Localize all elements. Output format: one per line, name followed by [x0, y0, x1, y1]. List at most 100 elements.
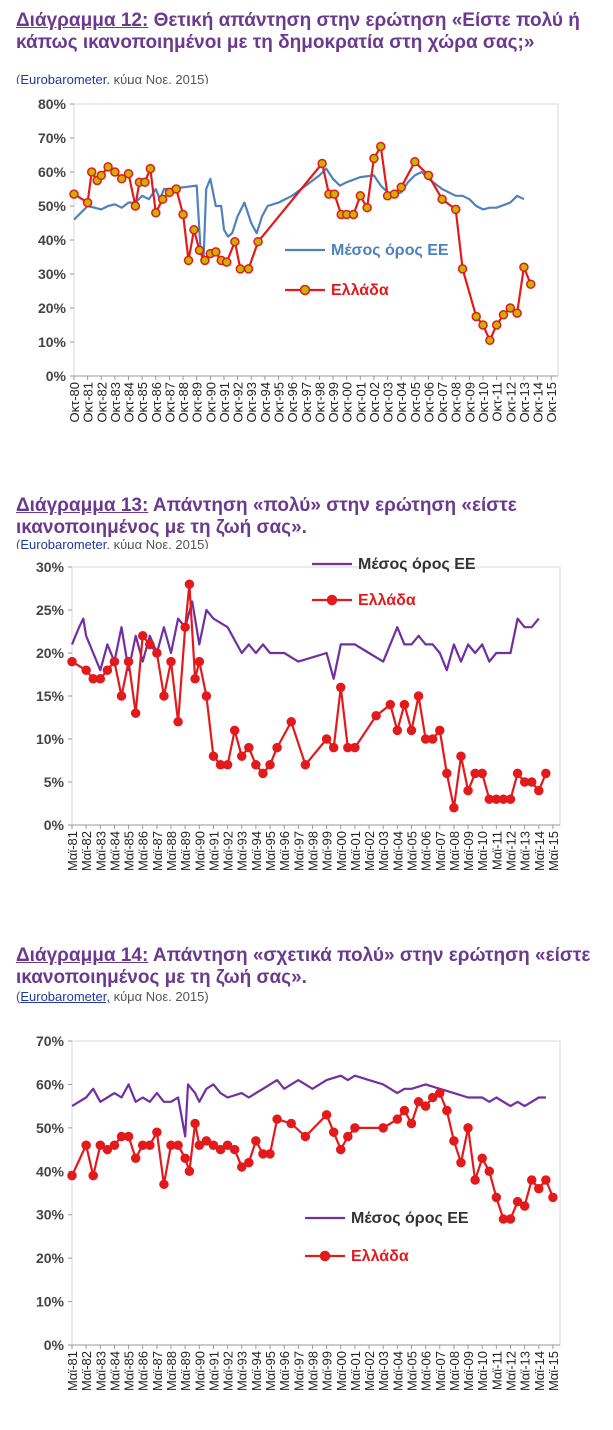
- x-tick-label: Μαϊ-05: [404, 831, 419, 871]
- data-point-greece: [151, 208, 161, 218]
- data-point-greece: [157, 194, 168, 204]
- data-point-greece: [470, 1175, 480, 1185]
- data-point-greece: [437, 194, 447, 204]
- data-point-greece: [230, 236, 240, 247]
- chart-13-block: Διάγραμμα 13: Απάντηση «πολύ» στην ερώτη…: [0, 495, 613, 900]
- data-point-greece: [350, 742, 360, 753]
- chart-13-title: Διάγραμμα 13: Απάντηση «πολύ» στην ερώτη…: [16, 495, 606, 539]
- x-tick-label: Οκτ-85: [135, 382, 150, 423]
- y-tick-label: 20%: [38, 300, 67, 316]
- data-point-greece: [95, 674, 106, 684]
- data-point-greece: [396, 182, 406, 193]
- y-tick-label: 0%: [44, 1337, 65, 1353]
- x-tick-label: Μαϊ-84: [107, 1351, 122, 1391]
- data-point-greece: [456, 751, 466, 761]
- chart-13-label: Διάγραμμα 13:: [16, 495, 149, 516]
- data-point-greece: [95, 1140, 106, 1150]
- x-tick-label: Μαϊ-06: [419, 1351, 434, 1391]
- data-point-greece: [399, 1105, 410, 1116]
- x-tick-label: Οκτ-11: [490, 382, 505, 422]
- data-point-greece: [350, 1123, 360, 1133]
- data-point-greece: [512, 308, 522, 318]
- x-tick-label: Μαϊ-83: [93, 831, 108, 871]
- chart-12-source-link[interactable]: Eurobarometer,: [20, 72, 110, 84]
- x-tick-label: Οκτ-89: [190, 382, 205, 423]
- data-point-greece: [123, 168, 134, 179]
- data-point-greece: [171, 184, 182, 194]
- data-point-greece: [449, 803, 459, 813]
- x-tick-label: Μαϊ-95: [263, 1351, 278, 1391]
- x-tick-label: Οκτ-02: [367, 382, 382, 423]
- chart-14-label: Διάγραμμα 14:: [16, 945, 149, 966]
- data-point-greece: [378, 1123, 388, 1133]
- data-point-greece: [208, 1140, 219, 1150]
- y-tick-label: 70%: [38, 130, 67, 146]
- data-point-greece: [343, 1131, 353, 1142]
- x-tick-label: Μαϊ-08: [447, 1351, 462, 1391]
- x-tick-label: Οκτ-92: [231, 382, 246, 423]
- chart-13-plot: 0%5%10%15%20%25%30%Μαϊ-81 Μαϊ-82 Μαϊ-83 Μαϊ…: [36, 556, 561, 871]
- x-tick-label: Μαϊ-86: [136, 831, 151, 871]
- data-point-greece: [541, 1175, 551, 1185]
- x-tick-label: Μαϊ-94: [249, 831, 264, 871]
- chart-12-title-text: Θετική απάντηση στην ερώτηση «Είστε πολύ…: [16, 10, 580, 53]
- data-point-greece: [427, 734, 438, 744]
- y-tick-label: 50%: [36, 1120, 65, 1136]
- data-point-greece: [67, 1170, 77, 1181]
- x-tick-label: Οκτ-06: [421, 382, 436, 423]
- data-point-greece: [201, 1136, 212, 1146]
- chart-14-source-link[interactable]: Eurobarometer,: [20, 989, 110, 1004]
- chart-14-block: Διάγραμμα 14: Απάντηση «σχετικά πολύ» στ…: [0, 945, 613, 1430]
- chart-13-source-link[interactable]: Eurobarometer,: [20, 537, 110, 549]
- data-point-greece: [235, 264, 246, 274]
- data-point-greece: [435, 1088, 445, 1098]
- data-point-greece: [449, 1136, 459, 1146]
- data-point-greece: [477, 768, 487, 779]
- y-tick-label: 40%: [38, 232, 67, 248]
- data-point-greece: [491, 320, 502, 330]
- data-point-greece: [541, 768, 551, 779]
- data-point-greece: [519, 1201, 530, 1211]
- data-point-greece: [194, 245, 205, 255]
- x-tick-label: Οκτ-83: [108, 382, 123, 423]
- chart-12-plot: 0%10%20%30%40%50%60%70%80%Οκτ-80Οκτ-81Οκ…: [38, 96, 559, 423]
- data-point-greece: [130, 201, 141, 211]
- x-tick-label: Οκτ-82: [94, 382, 109, 423]
- chart-12-block: Διάγραμμα 12: Θετική απάντηση στην ερώτη…: [0, 0, 613, 470]
- data-point-greece: [355, 191, 366, 201]
- legend-marker: [299, 284, 311, 296]
- data-point-greece: [173, 1140, 183, 1150]
- legend-marker: [319, 1250, 331, 1262]
- data-point-greece: [457, 264, 468, 274]
- data-point-greece: [236, 751, 247, 761]
- chart-12-source-text: κύμα Νοε. 2015): [109, 72, 209, 84]
- data-point-greece: [463, 1123, 473, 1133]
- x-tick-label: Μαϊ-88: [164, 831, 179, 871]
- data-point-greece: [258, 768, 268, 779]
- data-point-greece: [137, 631, 148, 641]
- x-tick-label: Μαϊ-90: [192, 1351, 207, 1391]
- x-tick-label: Μαϊ-02: [362, 831, 377, 871]
- x-tick-label: Μαϊ-02: [362, 1351, 377, 1391]
- x-tick-label: Μαϊ-00: [334, 1351, 349, 1391]
- x-tick-label: Οκτ-90: [203, 382, 218, 423]
- data-point-greece: [208, 751, 219, 761]
- data-point-greece: [194, 656, 205, 667]
- data-point-greece: [392, 1114, 403, 1124]
- y-tick-label: 80%: [38, 96, 67, 112]
- data-point-greece: [442, 768, 452, 779]
- data-point-greece: [525, 279, 536, 289]
- x-tick-label: Μαϊ-07: [433, 831, 448, 871]
- data-point-greece: [413, 1097, 424, 1107]
- x-tick-label: Μαϊ-04: [390, 1351, 405, 1391]
- data-point-greece: [534, 785, 544, 796]
- x-tick-label: Μαϊ-14: [532, 1351, 547, 1391]
- data-point-greece: [389, 189, 400, 199]
- y-tick-label: 20%: [36, 1250, 65, 1266]
- data-point-greece: [251, 760, 261, 770]
- x-tick-label: Μαϊ-90: [192, 831, 207, 871]
- x-tick-label: Οκτ-04: [394, 382, 409, 423]
- plot-area: [73, 103, 559, 377]
- data-point-greece: [81, 1140, 91, 1150]
- data-point-greece: [413, 691, 424, 701]
